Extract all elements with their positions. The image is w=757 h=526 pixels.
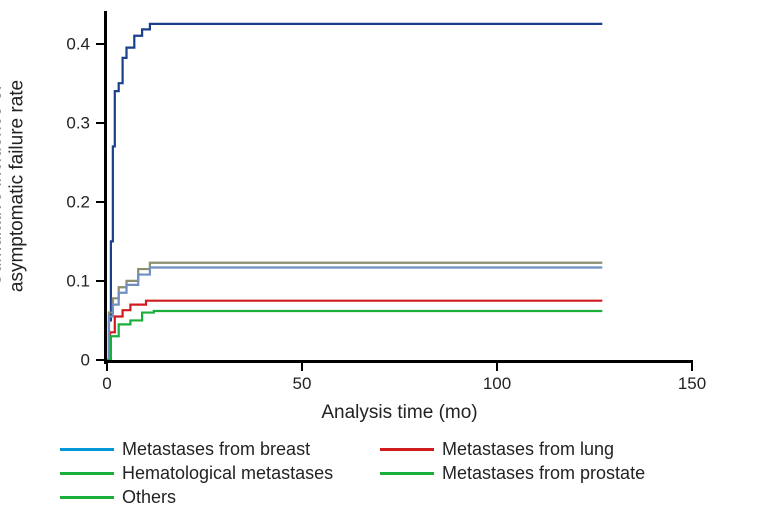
y-tick-label: 0.1	[66, 272, 90, 289]
legend-item: Hematological metastases	[60, 464, 340, 482]
legend-label: Others	[122, 488, 176, 506]
legend-row: Metastases from breast Metastases from lu…	[60, 440, 660, 458]
legend-swatch	[380, 472, 434, 475]
y-axis-title-line1: Cumulative incidence of	[0, 85, 5, 287]
legend-item: Others	[60, 488, 340, 506]
y-tick-label: 0.4	[66, 35, 90, 52]
y-tick	[96, 280, 104, 282]
y-axis-title-line2: asymptomatic failure rate	[6, 80, 27, 292]
series-lines	[107, 12, 692, 360]
y-tick	[96, 201, 104, 203]
series-line	[107, 267, 602, 360]
legend-row: Hematological metastases Metastases from …	[60, 464, 660, 482]
cumulative-incidence-chart: 0 50 100 150 0 0.1 0.2 0.3 0.4 Analysis time (m…	[0, 0, 757, 526]
y-tick-label: 0	[81, 352, 90, 369]
x-axis-title: Analysis time (mo)	[321, 402, 477, 424]
legend-label: Metastases from breast	[122, 440, 310, 458]
legend-item: Metastases from lung	[380, 440, 660, 458]
x-tick-label: 100	[483, 375, 511, 392]
series-line	[107, 311, 602, 360]
x-tick	[496, 363, 498, 371]
x-tick	[301, 363, 303, 371]
y-tick	[96, 122, 104, 124]
y-axis	[104, 11, 107, 364]
plot-area	[107, 12, 692, 360]
x-tick-label: 0	[102, 375, 111, 392]
legend-row: Others	[60, 488, 660, 506]
x-tick-label: 50	[293, 375, 312, 392]
legend: Metastases from breast Metastases from lu…	[60, 440, 660, 512]
legend-item: Metastases from prostate	[380, 464, 660, 482]
x-axis	[106, 360, 693, 363]
legend-label: Metastases from prostate	[442, 464, 645, 482]
x-tick	[691, 363, 693, 371]
legend-swatch	[60, 496, 114, 499]
x-tick	[106, 363, 108, 371]
series-line	[107, 301, 602, 360]
legend-item: Metastases from breast	[60, 440, 340, 458]
y-tick-label: 0.3	[66, 114, 90, 131]
x-tick-label: 150	[678, 375, 706, 392]
legend-label: Hematological metastases	[122, 464, 333, 482]
legend-swatch	[380, 448, 434, 451]
series-line	[107, 24, 602, 360]
y-tick	[96, 359, 104, 361]
legend-swatch	[60, 448, 114, 451]
y-tick-label: 0.2	[66, 193, 90, 210]
legend-label: Metastases from lung	[442, 440, 614, 458]
legend-swatch	[60, 472, 114, 475]
y-tick	[96, 43, 104, 45]
y-axis-title: Cumulative incidence of asymptomatic fai…	[0, 80, 28, 292]
